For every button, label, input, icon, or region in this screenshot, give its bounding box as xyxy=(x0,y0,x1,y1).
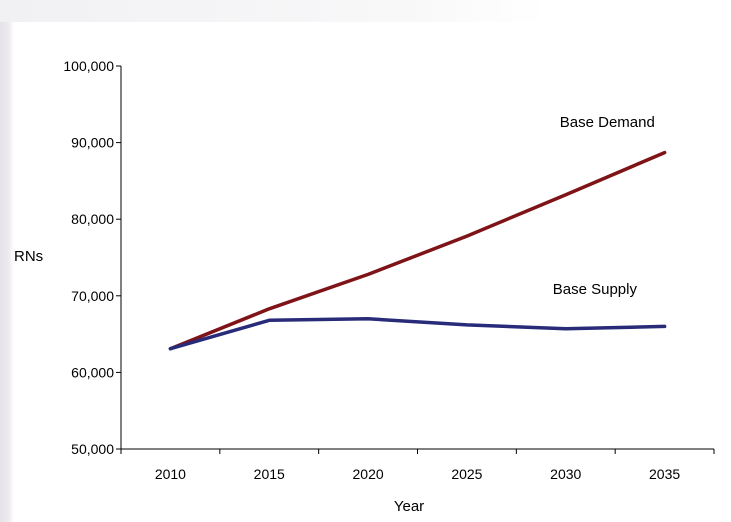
base-demand-line xyxy=(168,150,667,351)
x-tick-label: 2035 xyxy=(649,466,680,482)
y-tick-label: 90,000 xyxy=(71,135,114,151)
base-supply-label: Base Supply xyxy=(553,281,638,298)
x-tick-label: 2030 xyxy=(550,466,581,482)
y-axis-label: RNs xyxy=(14,248,43,265)
y-tick-label: 100,000 xyxy=(63,58,114,74)
base-demand-label: Base Demand xyxy=(560,114,655,131)
y-tick-label: 50,000 xyxy=(71,441,114,457)
y-tick-label: 70,000 xyxy=(71,288,114,304)
x-tick-label: 2015 xyxy=(254,466,285,482)
x-axis-ticks: 2010 2015 2020 2025 2030 2035 xyxy=(120,449,715,482)
series-lines xyxy=(168,150,667,351)
x-tick-label: 2020 xyxy=(353,466,384,482)
series-labels: Base Demand Base Supply xyxy=(553,114,655,298)
y-tick-label: 80,000 xyxy=(71,211,114,227)
x-tick-label: 2025 xyxy=(451,466,482,482)
top-band xyxy=(0,0,731,22)
x-tick-label: 2010 xyxy=(155,466,186,482)
y-tick-label: 60,000 xyxy=(71,364,114,380)
base-supply-line xyxy=(168,317,667,351)
y-axis-ticks: 50,000 60,000 70,000 80,000 90,000 100,000 xyxy=(63,58,121,457)
x-axis-label: Year xyxy=(394,498,424,515)
